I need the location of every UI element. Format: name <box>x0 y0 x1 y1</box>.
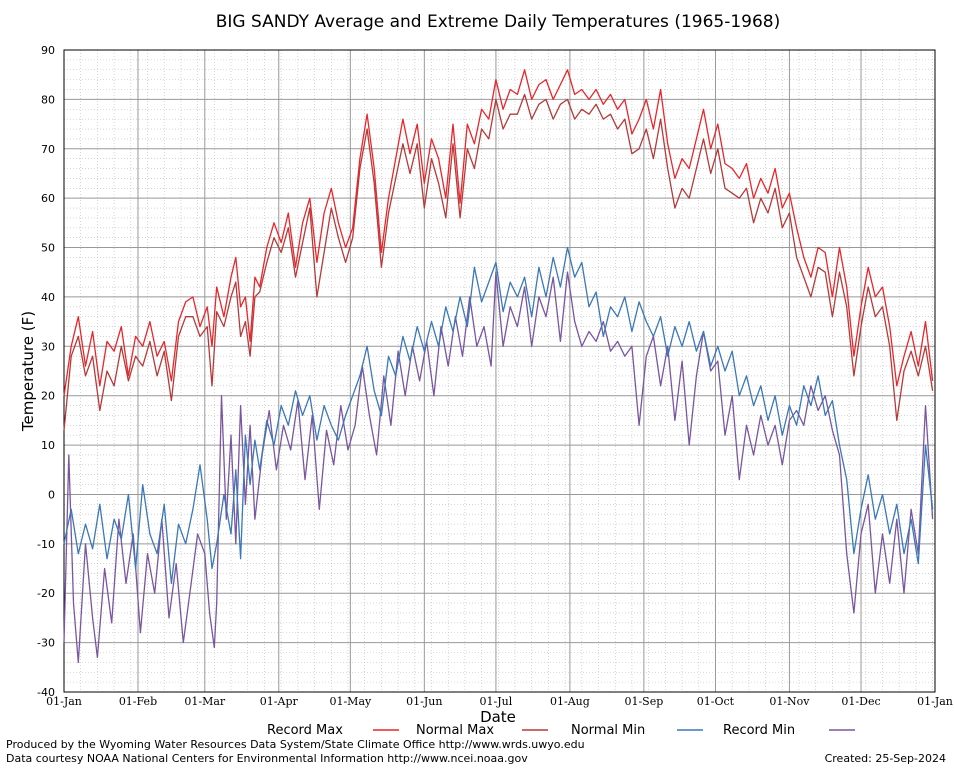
series-line-record-min <box>63 271 934 664</box>
x-tick-label: 01-Jul <box>480 695 513 708</box>
legend: Record Max Normal Max Normal Min Record Min <box>267 723 855 738</box>
x-axis: 01-Jan 01-Feb 01-Mar 01-Apr 01-May 01-Jun 01-J… <box>46 695 953 708</box>
y-axis: -40 -30 -20 -10 0 10 20 30 40 50 60 70 80 90 <box>37 44 55 699</box>
footer-created: Created: 25-Sep-2024 <box>824 752 946 765</box>
y-tick-label: 20 <box>41 390 55 403</box>
footer-courtesy: Data courtesy NOAA National Centers for … <box>6 752 528 765</box>
x-tick-label: 01-Jan <box>46 695 82 708</box>
y-tick-label: 50 <box>41 242 55 255</box>
chart-title: BIG SANDY Average and Extreme Daily Temp… <box>216 12 781 32</box>
y-tick-label: -10 <box>37 538 55 551</box>
x-tick-label: 01-May <box>329 695 372 708</box>
legend-label: Record Min <box>723 723 795 738</box>
x-axis-label: Date <box>480 708 516 726</box>
x-tick-label: 01-Dec <box>841 695 880 708</box>
y-tick-label: 60 <box>41 192 55 205</box>
x-tick-label: 01-Jun <box>406 695 442 708</box>
y-tick-label: 30 <box>41 340 55 353</box>
y-tick-label: -40 <box>37 686 55 699</box>
series-line-record-max <box>63 69 934 396</box>
legend-label: Normal Max <box>416 723 494 738</box>
legend-label: Normal Min <box>571 723 645 738</box>
x-tick-label: 01-Oct <box>697 695 735 708</box>
y-tick-label: 10 <box>41 439 55 452</box>
x-tick-label: 01-Jan <box>917 695 953 708</box>
x-tick-label: 01-Apr <box>260 695 299 708</box>
grid <box>63 49 936 693</box>
y-tick-label: -20 <box>37 587 55 600</box>
legend-label: Record Max <box>267 723 343 738</box>
x-tick-label: 01-Sep <box>624 695 663 708</box>
series-line-normal-min <box>63 246 934 585</box>
series-lines <box>63 69 934 664</box>
y-tick-label: 80 <box>41 93 55 106</box>
footer-produced-by: Produced by the Wyoming Water Resources … <box>6 738 585 751</box>
x-tick-label: 01-Nov <box>769 695 810 708</box>
y-axis-label: Temperature (F) <box>19 311 37 432</box>
series-line-normal-max <box>63 93 934 431</box>
y-tick-label: 40 <box>41 291 55 304</box>
y-tick-label: -30 <box>37 637 55 650</box>
x-tick-label: 01-Aug <box>550 695 590 708</box>
x-tick-label: 01-Mar <box>184 695 226 708</box>
x-tick-label: 01-Feb <box>119 695 157 708</box>
plot-frame <box>63 49 936 693</box>
y-tick-label: 90 <box>41 44 55 57</box>
y-tick-label: 0 <box>48 488 55 501</box>
y-tick-label: 70 <box>41 143 55 156</box>
